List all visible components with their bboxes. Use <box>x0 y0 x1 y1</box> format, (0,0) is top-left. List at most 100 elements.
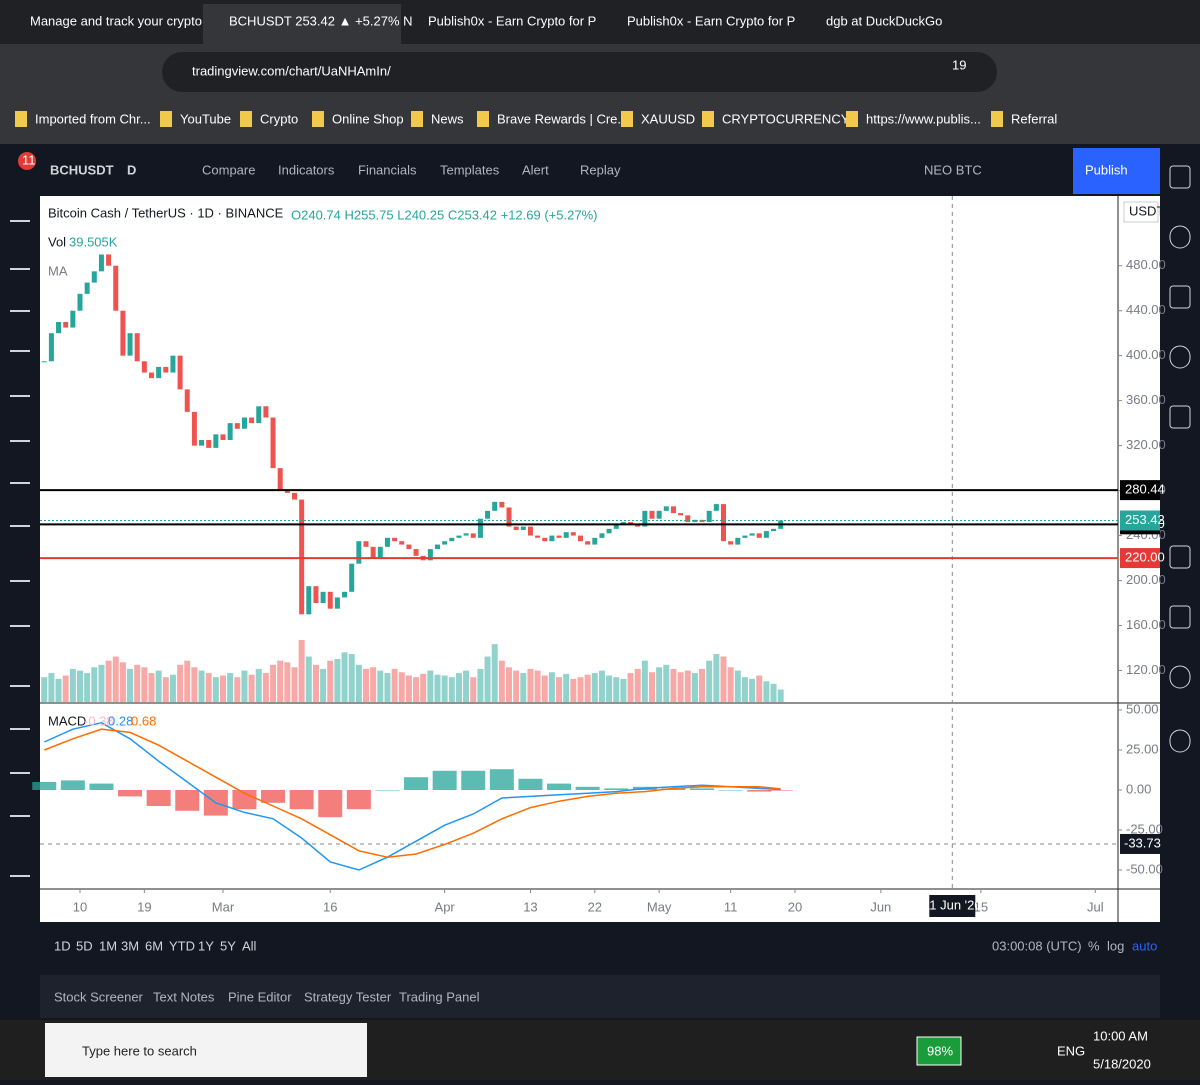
bookmark[interactable]: Online Shop <box>332 111 404 126</box>
scale-option[interactable]: auto <box>1132 938 1157 953</box>
histogram-bar <box>146 790 171 806</box>
x-tick-label: 10 <box>73 899 87 914</box>
candle <box>592 537 598 545</box>
candle <box>306 586 312 615</box>
volume-bar <box>205 673 212 702</box>
volume-bar <box>591 673 598 702</box>
volume-bar <box>541 675 548 702</box>
scale-option[interactable]: % <box>1088 938 1100 953</box>
symbol[interactable]: BCHUSDT <box>50 162 114 177</box>
active-tab[interactable] <box>203 4 401 44</box>
tab-title[interactable]: Publish0x - Earn Crypto for P <box>428 13 596 28</box>
tab-title[interactable]: dgb at DuckDuckGo <box>826 13 942 28</box>
timeframe[interactable]: 5D <box>76 938 93 953</box>
toolbar-item[interactable]: Compare <box>202 162 255 177</box>
volume-bar <box>91 667 98 702</box>
scale-option[interactable]: log <box>1107 938 1124 953</box>
volume-bar <box>270 664 277 702</box>
candle <box>771 528 777 532</box>
bookmark[interactable]: CRYPTOCURRENCY... <box>722 111 859 126</box>
y-tick-label: -25.00 <box>1126 821 1163 836</box>
candle <box>299 499 305 615</box>
candle <box>756 533 762 538</box>
publish[interactable]: Publish <box>1085 162 1128 177</box>
candle <box>170 355 176 373</box>
y-tick-label: 0.00 <box>1126 781 1151 796</box>
bookmark[interactable]: News <box>431 111 464 126</box>
toolbar-item[interactable]: Financials <box>358 162 417 177</box>
timeframe[interactable]: YTD <box>169 938 195 953</box>
volume-bar <box>677 672 684 702</box>
x-tick-label: Jul <box>1087 899 1104 914</box>
volume-bar <box>98 664 105 702</box>
bookmark[interactable]: Brave Rewards | Cre... <box>497 111 628 126</box>
timeframe[interactable]: All <box>242 938 257 953</box>
replay-button[interactable] <box>1140 156 1160 188</box>
interval[interactable]: D <box>127 162 136 177</box>
right-sidebar-icons <box>1169 165 1191 753</box>
volume-bar <box>227 673 234 702</box>
bookmark[interactable]: https://www.publis... <box>866 111 981 126</box>
search-placeholder[interactable]: Type here to search <box>82 1043 197 1058</box>
candle <box>620 522 626 525</box>
level-label: 220.00 <box>1125 550 1165 565</box>
bookmark[interactable]: XAUUSD <box>641 111 695 126</box>
volume-bar <box>470 677 477 702</box>
bottom-tab[interactable]: Stock Screener <box>54 989 144 1004</box>
histogram-bar <box>60 780 85 790</box>
candle <box>234 423 240 429</box>
volume-bar <box>105 660 112 702</box>
candle <box>56 321 62 334</box>
x-tick-label: 15 <box>974 899 988 914</box>
volume-bar <box>620 678 627 702</box>
candle <box>699 519 705 523</box>
bookmark[interactable]: Referral <box>1011 111 1057 126</box>
volume-bar <box>427 670 434 702</box>
candle <box>227 423 233 441</box>
bottom-tab[interactable]: Pine Editor <box>228 989 292 1004</box>
candle <box>120 310 126 356</box>
url[interactable]: tradingview.com/chart/UaNHAmIn/ <box>192 63 391 78</box>
timeframe[interactable]: 5Y <box>220 938 236 953</box>
macd-title: MACD <box>48 713 86 728</box>
alerts-badge: 11 <box>22 152 36 167</box>
bottom-tab[interactable]: Strategy Tester <box>304 989 392 1004</box>
candle <box>613 524 619 529</box>
address-bar[interactable] <box>162 52 997 92</box>
candle <box>191 411 197 446</box>
tab-title[interactable]: Manage and track your crypto <box>30 13 202 28</box>
timeframe[interactable]: 1Y <box>198 938 214 953</box>
candle <box>606 528 612 534</box>
timeframe[interactable]: 1D <box>54 938 71 953</box>
bookmark[interactable]: Imported from Chr... <box>35 111 151 126</box>
toolbar-item[interactable]: Templates <box>440 162 500 177</box>
toolbar-item[interactable]: Indicators <box>278 162 335 177</box>
timeframe[interactable]: 3M <box>121 938 139 953</box>
candle <box>77 293 83 311</box>
volume-bar <box>734 670 741 702</box>
bookmark[interactable]: YouTube <box>180 111 231 126</box>
timeframe[interactable]: 1M <box>99 938 117 953</box>
candle <box>342 591 348 598</box>
layout-name[interactable]: NEO BTC <box>924 162 982 177</box>
tab-title[interactable]: BCHUSDT 253.42 ▲ +5.27% N <box>229 13 413 28</box>
tab-title[interactable]: Publish0x - Earn Crypto for P <box>627 13 795 28</box>
candle <box>520 526 526 530</box>
bottom-tab[interactable]: Trading Panel <box>399 989 480 1004</box>
histogram-bar <box>547 783 572 790</box>
toolbar-item[interactable]: Replay <box>580 162 621 177</box>
candle <box>249 417 255 424</box>
crosshair-value: -33.73 <box>1124 835 1161 850</box>
timeframe[interactable]: 6M <box>145 938 163 953</box>
bookmark[interactable]: Crypto <box>260 111 298 126</box>
volume-bar <box>455 673 462 702</box>
volume-bar <box>277 660 284 702</box>
bookmark-icon <box>312 111 324 127</box>
volume-bar <box>341 652 348 702</box>
y-tick-label: 50.00 <box>1126 701 1159 716</box>
toolbar-item[interactable]: Alert <box>522 162 549 177</box>
search-box[interactable] <box>45 1023 367 1077</box>
bottom-tab[interactable]: Text Notes <box>153 989 215 1004</box>
volume-bar <box>377 670 384 702</box>
candle <box>542 537 548 542</box>
